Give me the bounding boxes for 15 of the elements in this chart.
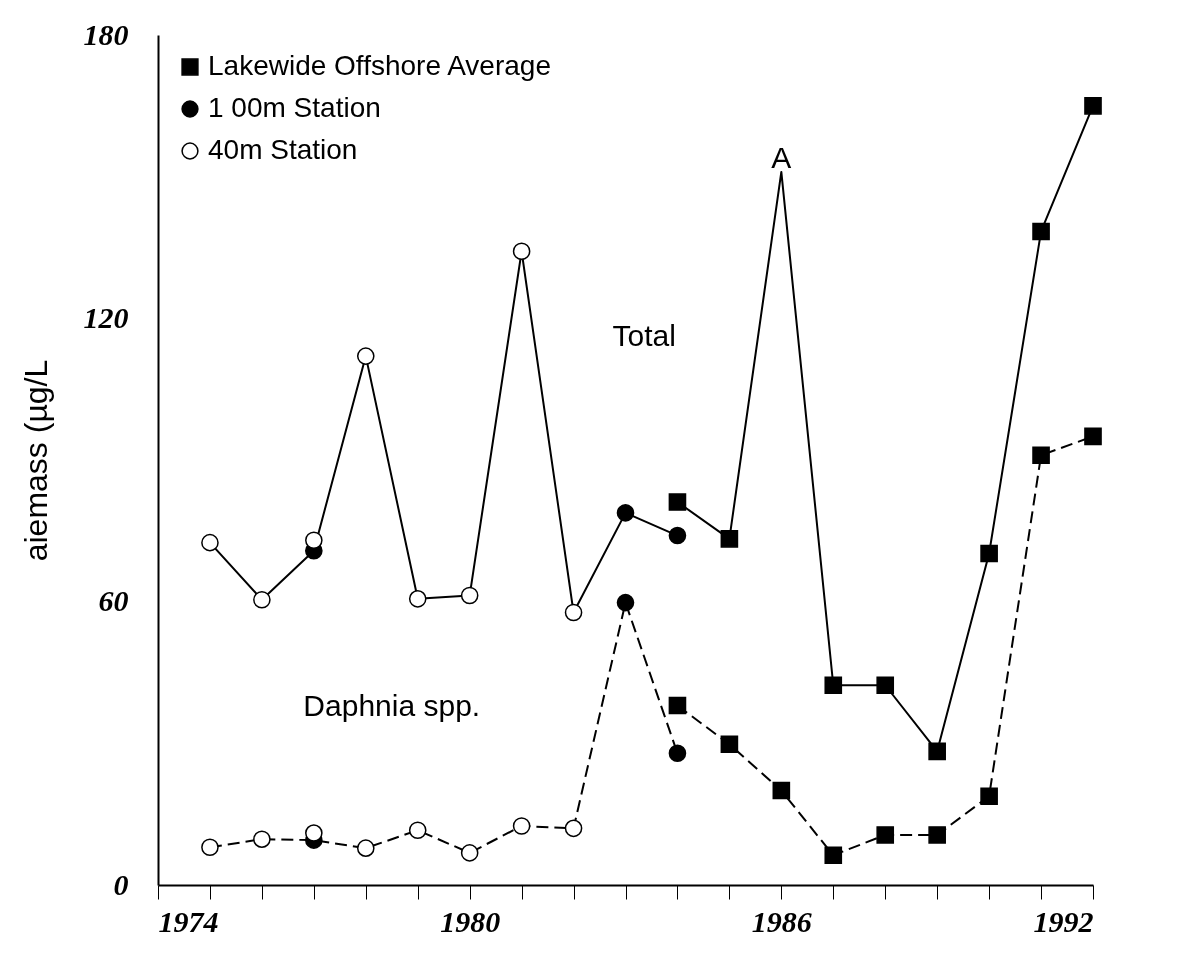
- y-axis-title: aiemass (µg/L: [17, 359, 54, 562]
- y-tick-label: 120: [83, 300, 129, 334]
- legend-label: 1 00m Station: [208, 92, 381, 123]
- y-tick-label: 180: [83, 17, 129, 51]
- annotation: Daphnia spp.: [303, 688, 481, 722]
- x-tick-label: 1980: [440, 904, 501, 938]
- y-tick-label: 0: [113, 867, 129, 901]
- x-tick-label: 1986: [751, 904, 812, 938]
- annotation: Total: [612, 318, 676, 352]
- annotation: A: [771, 140, 792, 174]
- x-tick-label: 1974: [158, 904, 219, 938]
- legend-label: Lakewide Offshore Average: [208, 50, 551, 81]
- x-tick-label: 1992: [1033, 904, 1094, 938]
- y-tick-label: 60: [98, 584, 129, 618]
- legend-label: 40m Station: [208, 134, 358, 165]
